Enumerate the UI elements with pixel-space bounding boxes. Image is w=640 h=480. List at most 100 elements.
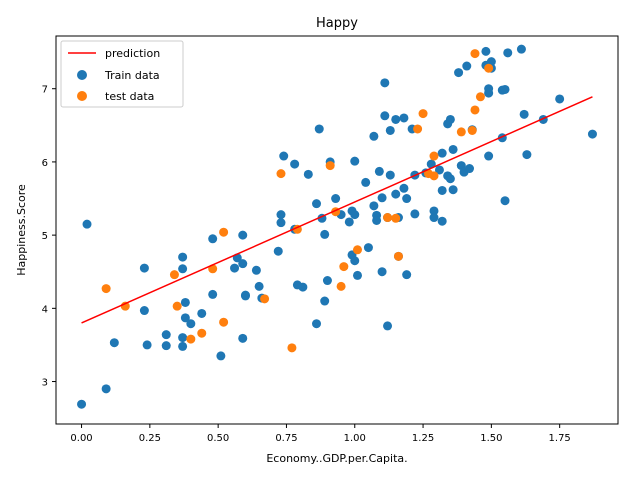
train-point — [503, 48, 513, 58]
test-point — [197, 328, 207, 338]
test-point — [352, 245, 362, 255]
test-point — [456, 127, 466, 137]
test-point — [276, 169, 286, 179]
x-tick-label: 1.75 — [549, 433, 571, 444]
test-point — [336, 281, 346, 291]
train-point — [161, 330, 171, 340]
test-point — [429, 171, 439, 181]
train-point — [454, 68, 464, 78]
train-point — [462, 61, 472, 71]
train-point — [350, 210, 360, 220]
x-tick-label: 0.25 — [139, 433, 161, 444]
train-point — [437, 216, 447, 226]
train-point — [77, 399, 87, 409]
train-point — [380, 111, 390, 121]
test-point — [383, 213, 393, 223]
train-point — [516, 44, 526, 54]
train-point — [238, 230, 248, 240]
train-point — [320, 229, 330, 239]
legend-train-label: Train data — [104, 69, 160, 82]
train-point — [178, 264, 188, 274]
train-point — [429, 206, 439, 216]
legend-test-swatch — [77, 91, 87, 101]
train-point — [139, 263, 149, 273]
train-point — [139, 306, 149, 316]
train-point — [331, 194, 341, 204]
train-point — [519, 109, 529, 119]
legend-train-swatch — [77, 70, 87, 80]
train-point — [555, 94, 565, 104]
points-layer — [77, 44, 597, 409]
train-point — [178, 333, 188, 343]
train-point — [273, 246, 283, 256]
test-point — [418, 109, 428, 119]
train-point — [180, 313, 190, 323]
train-point — [410, 209, 420, 219]
x-axis-label: Economy..GDP.per.Capita. — [266, 452, 407, 465]
train-point — [372, 215, 382, 225]
legend: prediction Train data test data — [60, 40, 184, 108]
train-point — [238, 259, 248, 269]
test-point — [339, 262, 349, 272]
x-tick-label: 0.50 — [207, 433, 229, 444]
train-point — [448, 185, 458, 195]
train-point — [465, 164, 475, 174]
train-point — [161, 341, 171, 351]
train-point — [437, 185, 447, 195]
train-point — [180, 297, 190, 307]
test-point — [475, 92, 485, 102]
test-point — [470, 105, 480, 115]
train-point — [276, 218, 286, 228]
train-point — [251, 265, 261, 275]
train-point — [312, 199, 322, 209]
train-point — [279, 151, 289, 161]
train-point — [374, 166, 384, 176]
prediction-line-layer — [81, 96, 593, 324]
y-tick-label: 5 — [42, 231, 48, 242]
x-tick-label: 1.00 — [344, 433, 366, 444]
train-point — [314, 124, 324, 134]
train-point — [101, 384, 111, 394]
train-point — [448, 144, 458, 154]
train-point — [361, 177, 371, 187]
train-point — [290, 159, 300, 169]
train-point — [186, 319, 196, 329]
train-point — [385, 170, 395, 180]
train-point — [109, 338, 119, 348]
train-point — [178, 341, 188, 351]
train-point — [322, 276, 332, 286]
train-point — [385, 125, 395, 135]
train-point — [369, 201, 379, 211]
train-point — [350, 156, 360, 166]
train-point — [481, 46, 491, 56]
train-point — [402, 270, 412, 280]
prediction-line — [81, 96, 593, 324]
test-point — [413, 124, 423, 134]
train-point — [429, 213, 439, 223]
y-axis-label: Happiness.Score — [15, 184, 28, 276]
legend-test-label: test data — [105, 90, 154, 103]
test-point — [186, 334, 196, 344]
plot-frame — [55, 35, 619, 425]
test-point — [219, 227, 229, 237]
y-tick-label: 7 — [42, 85, 48, 96]
x-axis-ticks: 0.00 0.25 0.50 0.75 1.00 1.25 1.50 1.75 — [70, 424, 571, 444]
train-point — [82, 219, 92, 229]
train-point — [369, 131, 379, 141]
test-point — [484, 63, 494, 73]
train-point — [383, 321, 393, 331]
test-point — [287, 343, 297, 353]
train-point — [500, 196, 510, 206]
train-point — [380, 78, 390, 88]
legend-box — [60, 40, 184, 108]
legend-prediction-label: prediction — [105, 47, 160, 60]
train-point — [230, 263, 240, 273]
train-point — [320, 296, 330, 306]
y-tick-label: 4 — [42, 304, 48, 315]
train-point — [391, 189, 401, 199]
train-point — [238, 333, 248, 343]
test-point — [101, 284, 111, 294]
train-point — [240, 291, 250, 301]
chart-title: Happy — [316, 16, 358, 31]
train-point — [303, 169, 313, 179]
